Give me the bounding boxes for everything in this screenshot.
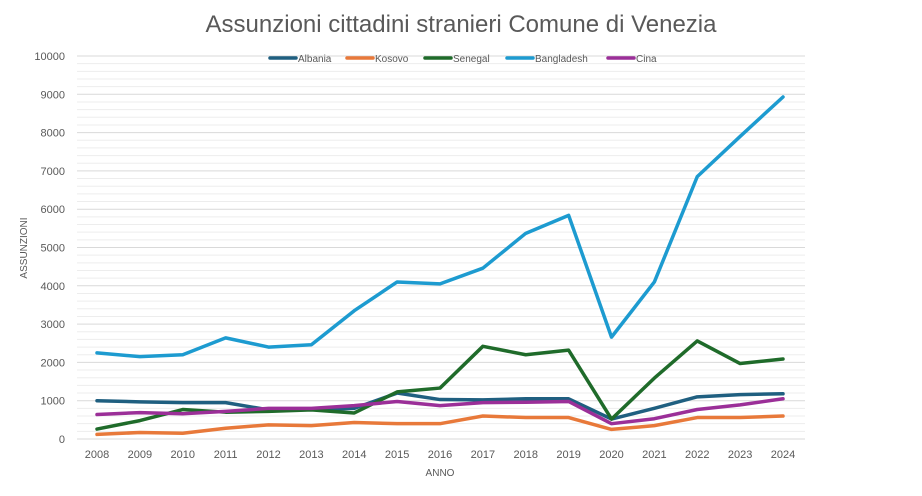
x-tick-label: 2011 [214, 449, 238, 461]
x-tick-label: 2010 [171, 449, 195, 461]
y-tick-labels: 0 1000 2000 3000 4000 5000 6000 7000 8000 9000 100… [34, 51, 65, 446]
x-tick-label: 2018 [514, 449, 538, 461]
x-tick-label: 2020 [599, 449, 623, 461]
series-line-albania [95, 391, 785, 421]
legend-label: Senegal [453, 54, 490, 65]
y-tick-label: 8000 [41, 128, 65, 140]
series-line-cina [95, 397, 785, 426]
gridlines [77, 55, 805, 440]
y-tick-label: 5000 [41, 243, 65, 255]
series-line-kosovo [95, 414, 785, 437]
x-tick-label: 2016 [428, 449, 452, 461]
y-tick-label: 0 [59, 434, 65, 446]
series-line-bangladesh [95, 95, 785, 359]
y-tick-label: 4000 [41, 281, 65, 293]
x-tick-label: 2022 [685, 449, 709, 461]
legend-item-senegal: Senegal [423, 54, 490, 65]
legend-item-bangladesh: Bangladesh [505, 54, 588, 65]
y-tick-label: 1000 [41, 396, 65, 408]
legend-label: Cina [636, 54, 657, 65]
x-tick-label: 2008 [85, 449, 109, 461]
legend-item-albania: Albania [268, 54, 332, 65]
y-axis-label: ASSUNZIONI [19, 217, 30, 278]
x-tick-label: 2019 [556, 449, 580, 461]
y-tick-label: 6000 [41, 204, 65, 216]
y-tick-label: 2000 [41, 357, 65, 369]
y-tick-label: 3000 [41, 319, 65, 331]
x-tick-label: 2012 [256, 449, 280, 461]
legend-label: Kosovo [375, 54, 409, 65]
y-tick-label: 9000 [41, 89, 65, 101]
legend-item-kosovo: Kosovo [345, 54, 409, 65]
x-tick-label: 2023 [728, 449, 752, 461]
legend-item-cina: Cina [606, 54, 657, 65]
y-tick-label: 10000 [34, 51, 65, 63]
y-tick-label: 7000 [41, 166, 65, 178]
x-tick-label: 2024 [771, 449, 795, 461]
x-tick-labels: 2008 2009 2010 2011 2012 2013 2014 2015 2016 2017… [85, 449, 795, 461]
chart-title: Assunzioni cittadini stranieri Comune di… [206, 11, 718, 38]
x-axis-label: ANNO [426, 468, 455, 479]
x-tick-label: 2021 [642, 449, 666, 461]
x-tick-label: 2014 [342, 449, 366, 461]
series-lines [95, 95, 785, 437]
legend: Albania Kosovo Senegal Bangladesh Cina [268, 54, 657, 65]
legend-label: Albania [298, 54, 332, 65]
x-tick-label: 2015 [385, 449, 409, 461]
x-tick-label: 2013 [299, 449, 323, 461]
x-tick-label: 2017 [471, 449, 495, 461]
x-tick-label: 2009 [128, 449, 152, 461]
legend-label: Bangladesh [535, 54, 588, 65]
